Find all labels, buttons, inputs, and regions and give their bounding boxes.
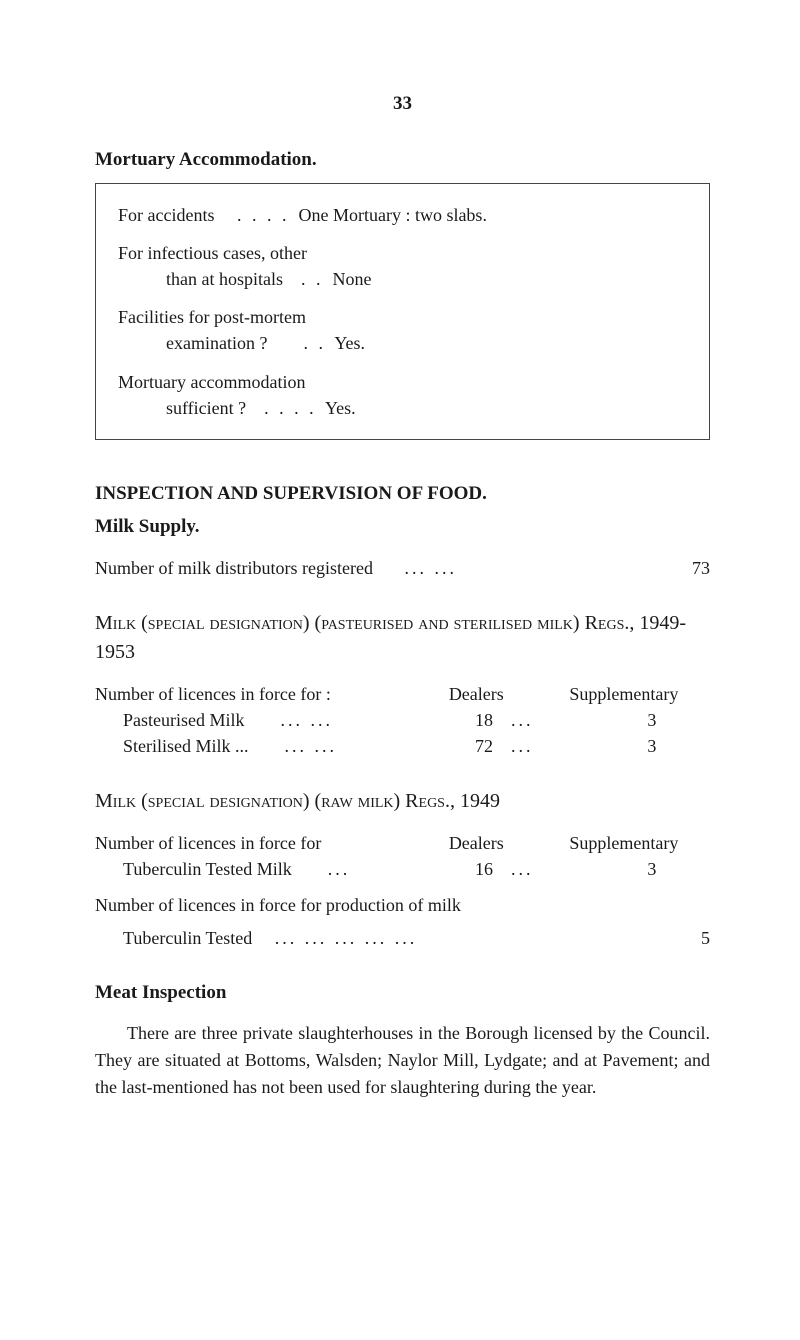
row-supp: 3: [566, 733, 738, 759]
row-dealers: 18 ...: [443, 707, 566, 733]
row-label-b: than at hospitals . . None: [118, 266, 687, 292]
line-label: Number of milk distributors registered .…: [95, 555, 457, 581]
row-label: Pasteurised Milk ... ...: [95, 707, 443, 733]
col-dealers: Dealers: [415, 830, 538, 856]
row-dealers: 16 ...: [443, 856, 566, 882]
col-label: Number of licences in force for :: [95, 681, 415, 707]
row-supp: 3: [566, 707, 738, 733]
milk-supply-heading: Milk Supply.: [95, 513, 710, 541]
inspection-heading: INSPECTION AND SUPERVISION OF FOOD.: [95, 480, 710, 508]
mortuary-row: Facilities for post-mortem examination ?…: [118, 304, 687, 356]
row-dots: . . . .: [237, 205, 290, 225]
table-header-row: Number of licences in force for Dealers …: [95, 830, 710, 856]
row-label-b: sufficient ? . . . . Yes.: [118, 395, 687, 421]
page-number: 33: [95, 90, 710, 118]
distributors-line: Number of milk distributors registered .…: [95, 555, 710, 581]
row-dots: . .: [301, 269, 324, 289]
row-value: One Mortuary : two slabs.: [298, 205, 486, 225]
row-label-b: examination ? . . Yes.: [118, 330, 687, 356]
table-header-row: Number of licences in force for : Dealer…: [95, 681, 710, 707]
row-label: For accidents: [118, 205, 214, 225]
designation-heading: Milk (special designation) (pasteurised …: [95, 609, 710, 667]
row-label: Sterilised Milk ... ... ...: [95, 733, 443, 759]
row-supp: 3: [566, 856, 738, 882]
mortuary-row: Mortuary accommodation sufficient ? . . …: [118, 369, 687, 421]
mortuary-row: For accidents . . . . One Mortuary : two…: [118, 202, 687, 228]
row-value: Yes.: [325, 398, 356, 418]
prod-row-label: Tuberculin Tested ... ... ... ... ...: [95, 925, 443, 951]
table-row: Sterilised Milk ... ... ... 72 ... 3: [95, 733, 710, 759]
row-label-a: Facilities for post-mortem: [118, 304, 687, 330]
mortuary-row: For infectious cases, other than at hosp…: [118, 240, 687, 292]
mortuary-box: For accidents . . . . One Mortuary : two…: [95, 183, 710, 440]
row-label-a: Mortuary accommodation: [118, 369, 687, 395]
designation-table: Number of licences in force for : Dealer…: [95, 681, 710, 759]
row-label: Tuberculin Tested Milk ...: [95, 856, 443, 882]
row-value: Yes.: [334, 333, 365, 353]
raw-milk-table: Number of licences in force for Dealers …: [95, 830, 710, 882]
row-value: None: [332, 269, 371, 289]
meat-heading: Meat Inspection: [95, 979, 710, 1007]
col-label: Number of licences in force for: [95, 830, 415, 856]
meat-paragraph: There are three private slaughterhouses …: [95, 1020, 710, 1101]
col-supplementary: Supplementary: [538, 830, 710, 856]
row-dots: . .: [303, 333, 326, 353]
row-label-a: For infectious cases, other: [118, 240, 687, 266]
table-row: Tuberculin Tested Milk ... 16 ... 3: [95, 856, 710, 882]
page-container: 33 Mortuary Accommodation. For accidents…: [0, 0, 800, 1161]
table-row: Pasteurised Milk ... ... 18 ... 3: [95, 707, 710, 733]
row-dots: . . . .: [264, 398, 317, 418]
row-dealers: 72 ...: [443, 733, 566, 759]
col-dealers: Dealers: [415, 681, 538, 707]
raw-milk-heading: Milk (special designation) (raw milk) Re…: [95, 787, 710, 816]
mortuary-heading: Mortuary Accommodation.: [95, 146, 710, 174]
production-label: Number of licences in force for producti…: [95, 892, 710, 918]
production-row: Tuberculin Tested ... ... ... ... ... 5: [95, 925, 710, 951]
line-value: 73: [692, 555, 710, 581]
prod-row-value: 5: [670, 925, 710, 951]
col-supplementary: Supplementary: [538, 681, 710, 707]
